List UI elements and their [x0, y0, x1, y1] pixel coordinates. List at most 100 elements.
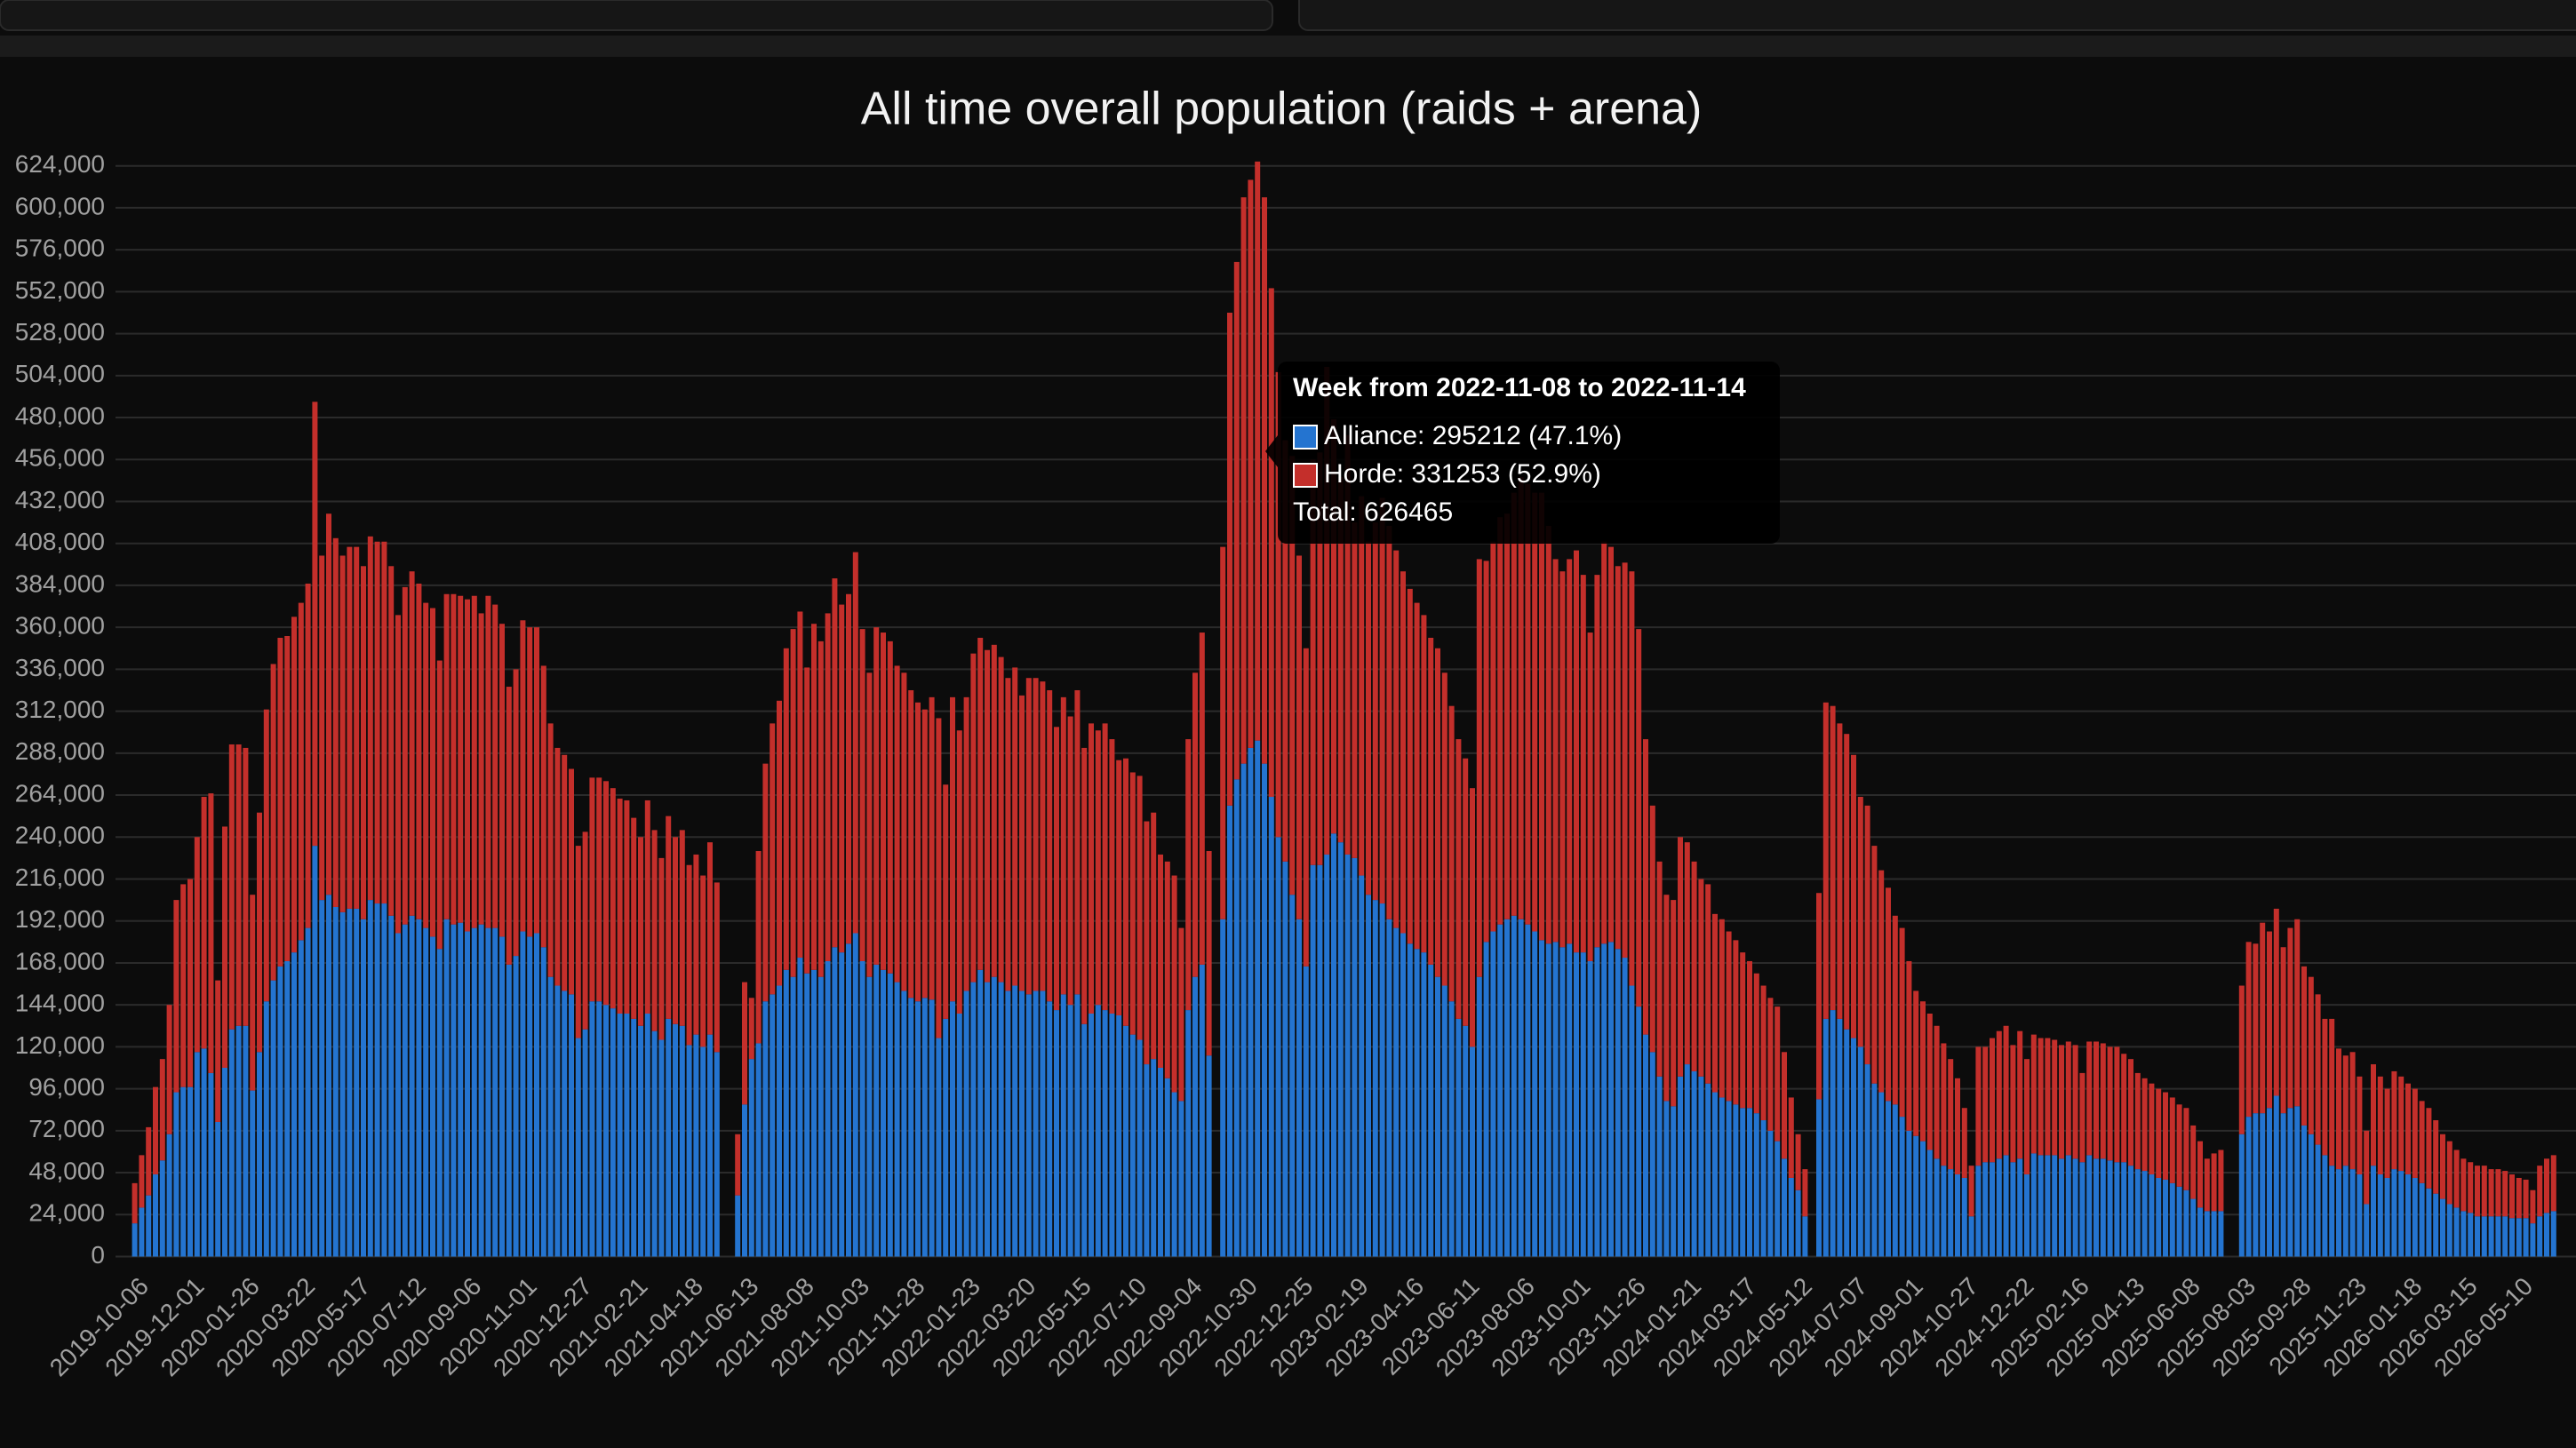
bar-segment — [485, 927, 491, 1257]
bar-segment — [554, 985, 561, 1257]
bar-segment — [1574, 952, 1579, 1257]
bar-segment — [617, 1013, 623, 1257]
bar-segment — [1913, 991, 1919, 1136]
bar-segment — [1816, 893, 1822, 1100]
bar-segment — [2475, 1216, 2480, 1257]
bar-segment — [770, 994, 776, 1257]
bar-segment — [1337, 842, 1344, 1257]
bar-segment — [520, 931, 526, 1257]
bar-segment — [2238, 985, 2245, 1134]
bar-segment — [985, 982, 990, 1257]
bar-segment — [1158, 854, 1163, 1068]
bar-segment — [201, 797, 207, 1049]
bar-segment — [1089, 1013, 1094, 1257]
bar-segment — [707, 1034, 713, 1257]
bar-segment — [250, 1090, 256, 1257]
nav-tab[interactable] — [1298, 0, 2576, 31]
bar-segment — [1303, 966, 1309, 1257]
bar-segment — [2107, 1160, 2113, 1257]
bar-segment — [686, 1045, 692, 1257]
bar-segment — [950, 696, 955, 1002]
bar-segment — [1164, 1078, 1170, 1257]
bar-segment — [603, 781, 609, 1006]
bar-segment — [2468, 1162, 2474, 1213]
bar-segment — [1448, 705, 1455, 1002]
bar-segment — [562, 991, 568, 1257]
bar-segment — [1310, 459, 1316, 865]
bar-segment — [970, 653, 977, 983]
bar-segment — [1726, 1101, 1732, 1257]
bar-segment — [1567, 943, 1573, 1257]
bar-segment — [1795, 1134, 1801, 1190]
bar-segment — [2384, 1177, 2390, 1257]
bar-segment — [2211, 1211, 2217, 1257]
bar-segment — [2294, 1106, 2301, 1257]
bar-segment — [319, 555, 325, 901]
bar-segment — [443, 919, 450, 1257]
bar-segment — [1601, 541, 1607, 944]
bar-segment — [1178, 927, 1184, 1102]
bar-segment — [915, 1001, 921, 1257]
bar-segment — [388, 915, 395, 1257]
bar-segment — [589, 1001, 595, 1257]
bar-segment — [1948, 1169, 1954, 1257]
bar-segment — [644, 1013, 650, 1257]
bar-segment — [312, 402, 318, 847]
bar-segment — [354, 908, 360, 1257]
bar-segment — [2453, 1207, 2460, 1257]
bar-segment — [2342, 1055, 2349, 1166]
bar-segment — [284, 960, 291, 1257]
bar-segment — [1740, 952, 1746, 1109]
bar-segment — [1767, 998, 1774, 1131]
bar-segment — [291, 952, 297, 1257]
bar-segment — [478, 924, 484, 1257]
bar-segment — [1331, 419, 1336, 834]
bar-segment — [367, 900, 373, 1257]
bar-segment — [1012, 667, 1018, 986]
bar-segment — [1074, 689, 1081, 995]
bar-segment — [1656, 861, 1663, 1077]
y-tick-label: 264,000 — [15, 779, 105, 807]
bar-segment — [1060, 994, 1066, 1257]
bar-segment — [1393, 927, 1400, 1257]
bar-segment — [1525, 924, 1531, 1257]
bar-segment — [2336, 1169, 2341, 1257]
bar-segment — [1171, 1092, 1177, 1257]
bar-segment — [998, 656, 1004, 983]
bar-segment — [1636, 1006, 1642, 1257]
bar-segment — [956, 730, 962, 1014]
y-tick-label: 240,000 — [15, 822, 105, 849]
bar-segment — [277, 637, 283, 967]
bar-segment — [1025, 994, 1032, 1257]
bar-segment — [153, 1086, 158, 1175]
bar-segment — [1463, 758, 1469, 1026]
bar-segment — [2391, 1070, 2397, 1170]
bar-segment — [2453, 1150, 2460, 1208]
bar-segment — [1678, 837, 1683, 1077]
bar-segment — [658, 857, 665, 1040]
bar-segment — [228, 744, 235, 1030]
bar-segment — [132, 1182, 138, 1224]
bar-segment — [1643, 1034, 1648, 1257]
bar-segment — [2336, 1048, 2341, 1170]
bar-segment — [2218, 1211, 2224, 1257]
bar-segment — [1990, 1162, 1995, 1257]
bar-segment — [1753, 973, 1759, 1114]
nav-tab[interactable] — [0, 0, 1273, 31]
bar-segment — [2308, 1134, 2314, 1257]
bar-segment — [2114, 1046, 2120, 1163]
bar-segment — [2315, 1144, 2321, 1257]
bar-segment — [1643, 739, 1648, 1035]
bar-segment — [1047, 689, 1053, 1002]
bar-segment — [748, 1059, 754, 1257]
bar-segment — [2253, 943, 2259, 1114]
bar-segment — [1747, 960, 1752, 1109]
bar-segment — [2003, 1025, 2009, 1156]
bar-segment — [2322, 1018, 2328, 1156]
tooltip-box — [1278, 362, 1780, 544]
bar-segment — [1830, 705, 1836, 1011]
bar-segment — [1317, 864, 1323, 1257]
y-tick-label: 480,000 — [15, 402, 105, 429]
bar-segment — [367, 536, 373, 901]
bar-segment — [298, 602, 304, 941]
